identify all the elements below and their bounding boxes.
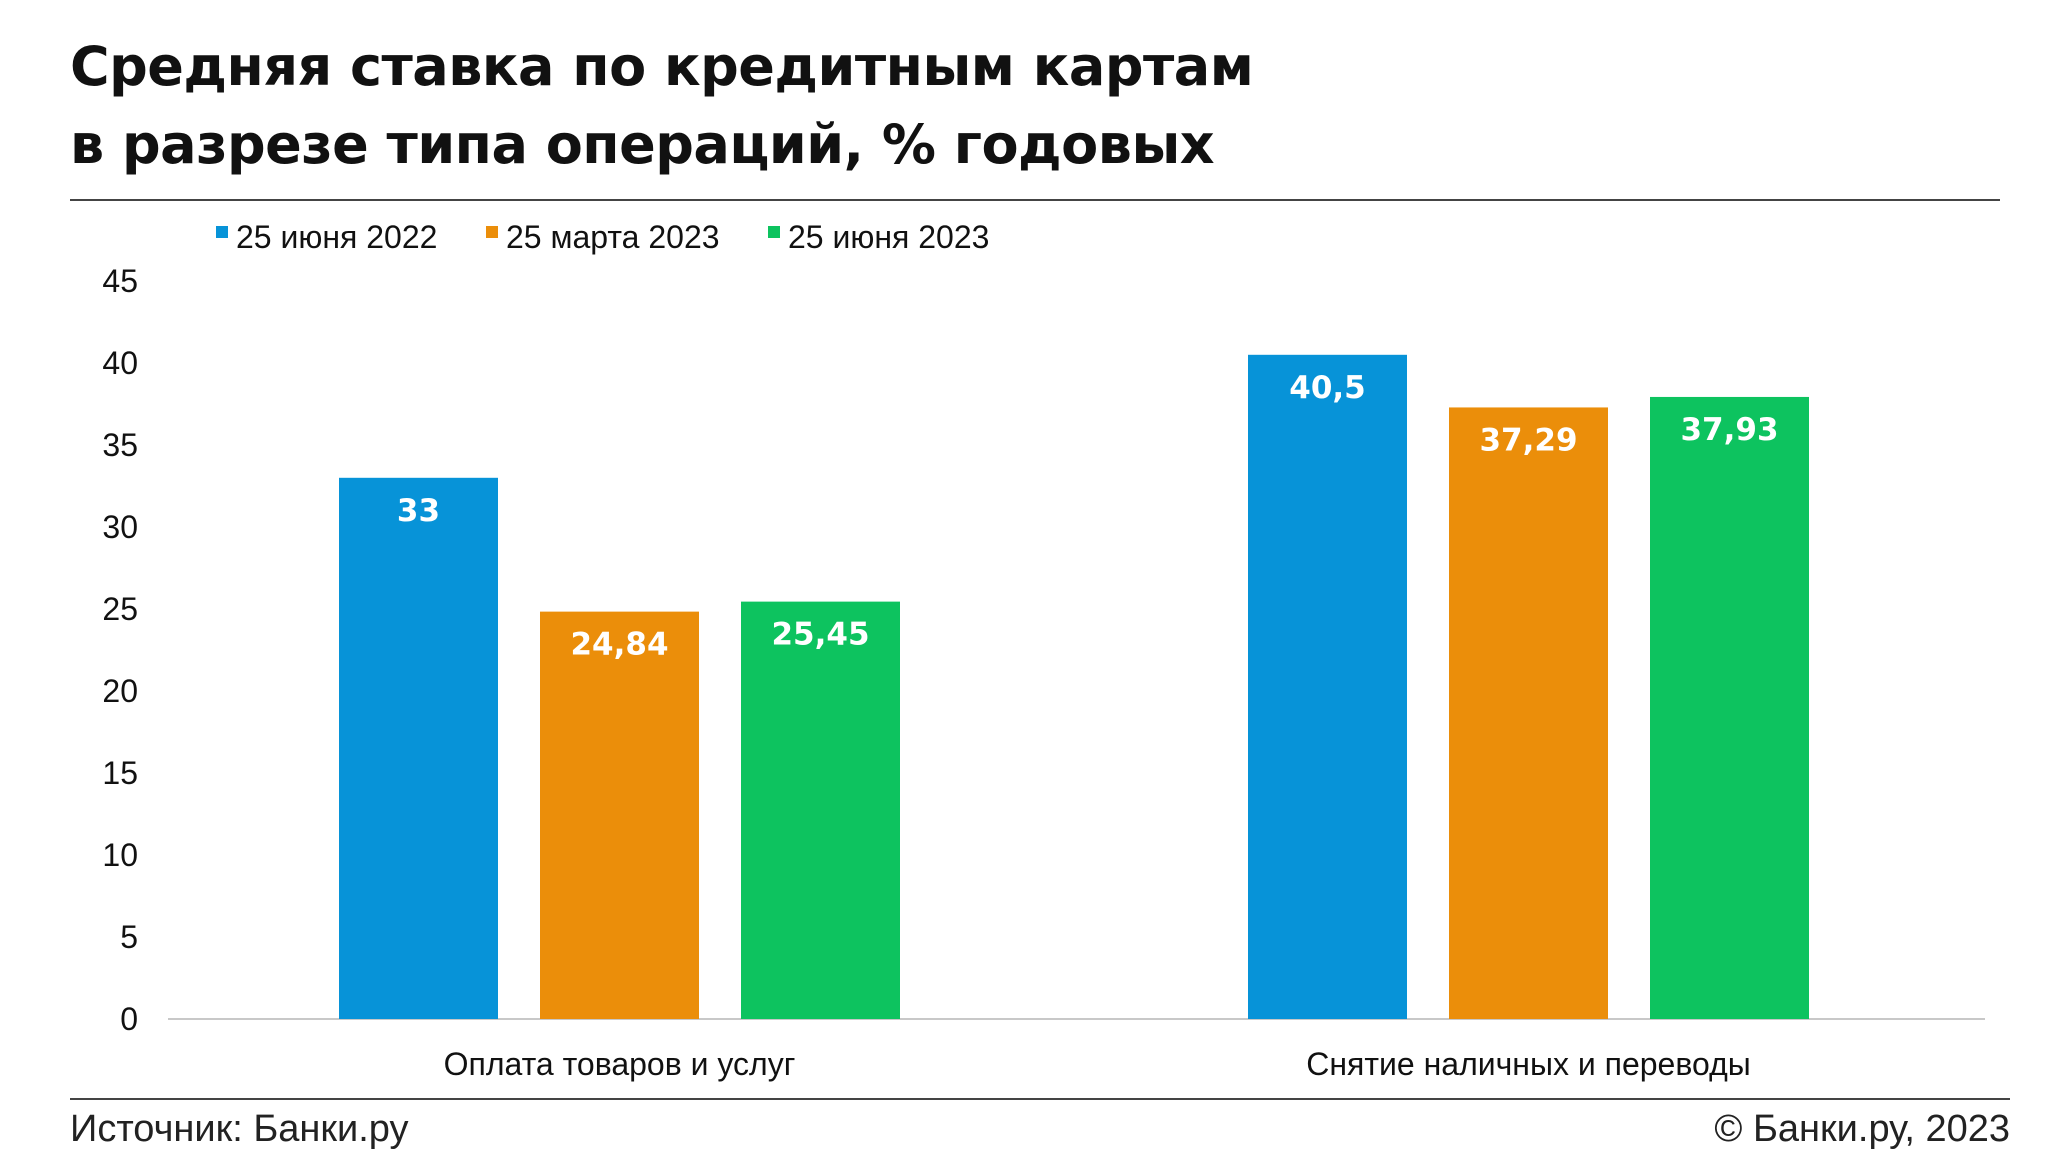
title-line-1: Средняя ставка по кредитным картам — [70, 35, 1254, 98]
bar-chart: 0 5 10 15 20 25 30 35 40 45 33 24,84 25,45 Оплата тов… — [102, 219, 1985, 1082]
y-tick-label: 40 — [102, 345, 138, 381]
legend-swatch — [486, 226, 498, 238]
bar — [741, 601, 900, 1019]
y-tick-label: 0 — [120, 1001, 138, 1037]
y-tick-label: 45 — [102, 263, 138, 299]
y-tick-label: 20 — [102, 673, 138, 709]
y-tick-label: 10 — [102, 837, 138, 873]
legend-label: 25 марта 2023 — [506, 219, 720, 255]
legend-label: 25 июня 2022 — [236, 219, 437, 255]
copyright-note: © Банки.ру, 2023 — [1714, 1108, 2010, 1150]
bar — [1650, 396, 1809, 1019]
y-tick-label: 25 — [102, 591, 138, 627]
bar — [540, 611, 699, 1019]
bar-value-label: 37,93 — [1680, 412, 1778, 448]
title-line-2: в разрезе типа операций, % годовых — [70, 113, 1215, 176]
bar-value-label: 25,45 — [771, 617, 869, 653]
bar — [1449, 407, 1608, 1020]
bar — [339, 477, 498, 1019]
bar — [1248, 354, 1407, 1019]
bar-value-label: 24,84 — [570, 627, 668, 663]
bar-value-label: 33 — [397, 493, 440, 529]
bottom-divider — [70, 1098, 2010, 1100]
chart-title: Средняя ставка по кредитным картам в раз… — [70, 28, 1770, 184]
category-label: Оплата товаров и услуг — [444, 1046, 796, 1082]
y-tick-label: 35 — [102, 427, 138, 463]
bar-value-label: 40,5 — [1289, 370, 1366, 406]
legend-label: 25 июня 2023 — [788, 219, 989, 255]
category-label: Снятие наличных и переводы — [1306, 1046, 1750, 1082]
legend-swatch — [216, 226, 228, 238]
y-tick-label: 5 — [120, 919, 138, 955]
y-tick-label: 30 — [102, 509, 138, 545]
bar-value-label: 37,29 — [1479, 422, 1577, 458]
legend-swatch — [768, 226, 780, 238]
y-tick-label: 15 — [102, 755, 138, 791]
top-divider — [70, 199, 2000, 201]
source-note: Источник: Банки.ру — [70, 1108, 409, 1150]
